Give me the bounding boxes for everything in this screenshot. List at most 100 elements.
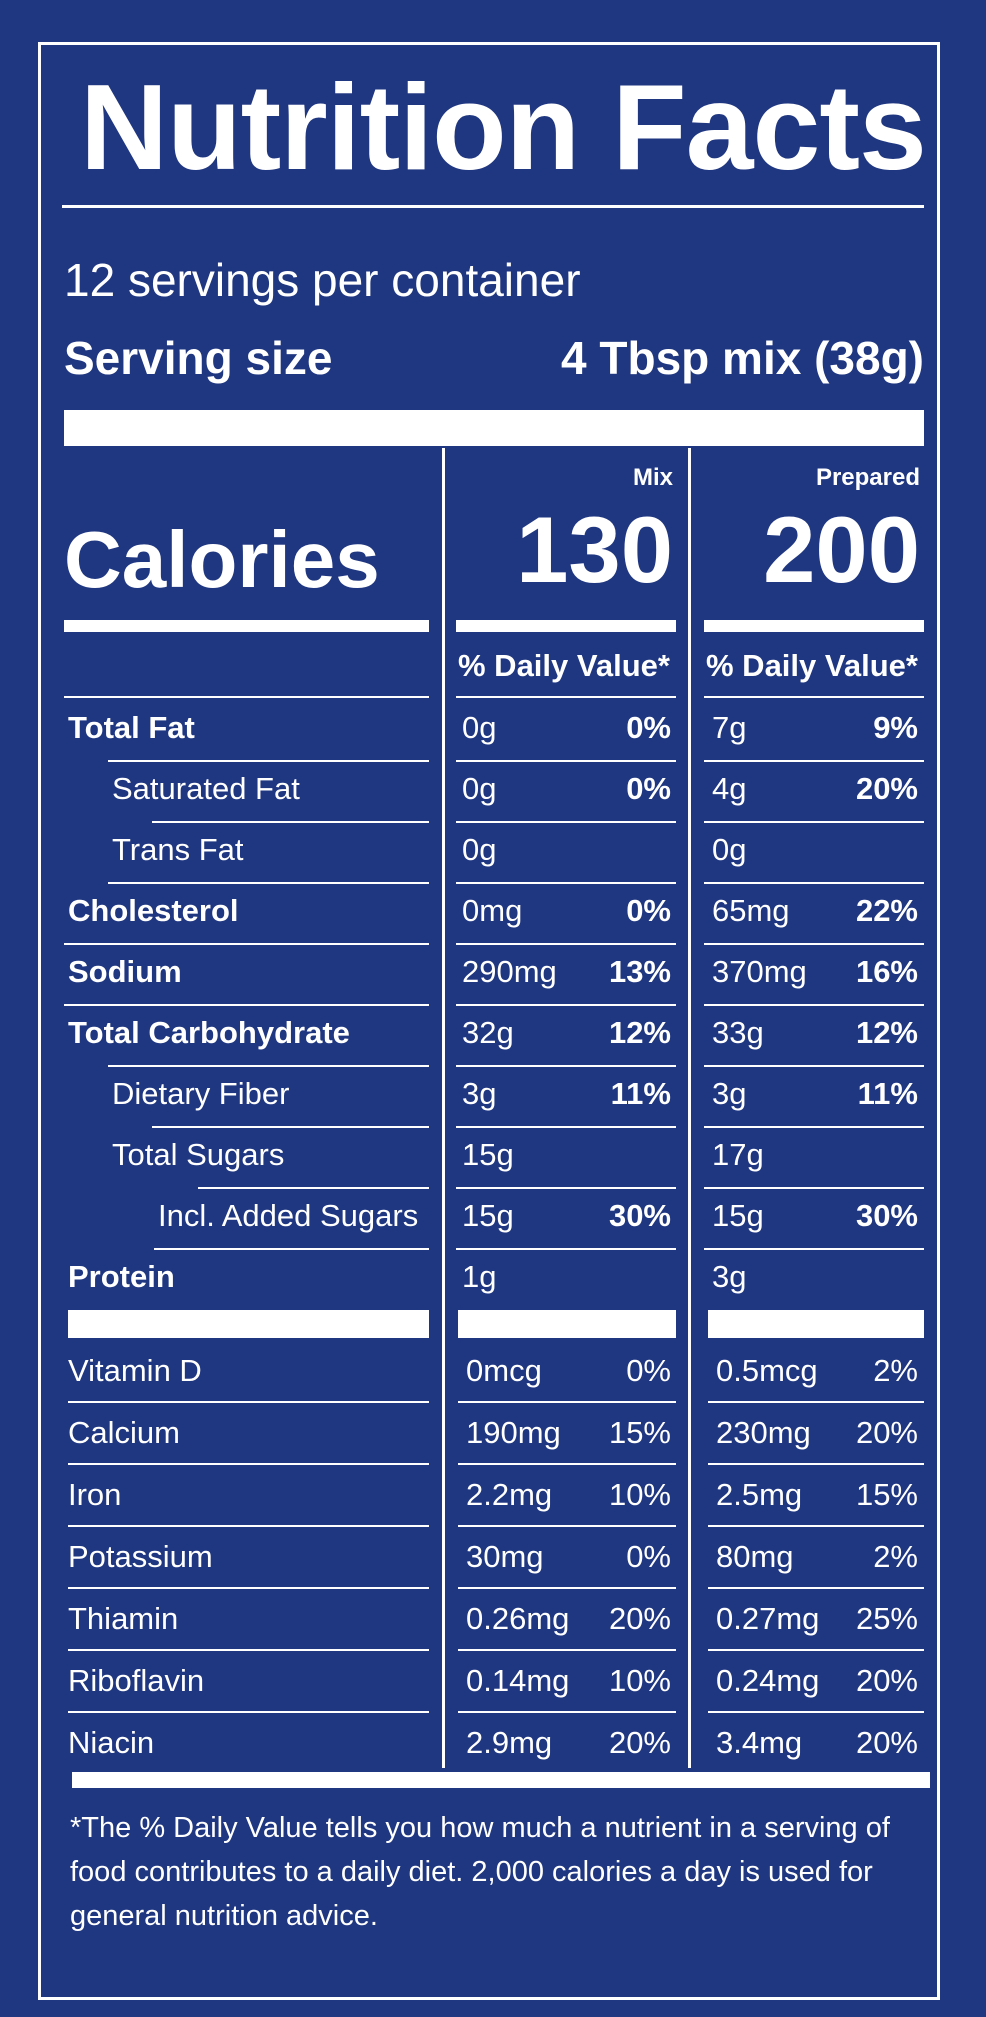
- row-divider: [108, 882, 429, 884]
- vitamin-prepared-percent: 20%: [855, 1725, 918, 1760]
- vitamin-mix-amount: 0mcg: [466, 1353, 542, 1388]
- row-divider: [456, 882, 676, 884]
- row-divider: [456, 1248, 676, 1250]
- nutrient-label: Protein: [68, 1259, 175, 1294]
- nutrient-label: Cholesterol: [68, 893, 239, 928]
- row-divider: [704, 1126, 924, 1128]
- nutrient-mix-amount: 15g: [462, 1137, 514, 1172]
- vitamin-mix-percent: 10%: [608, 1477, 671, 1512]
- nutrient-mix-amount: 1g: [462, 1259, 497, 1294]
- vitamin-mix-percent: 20%: [608, 1601, 671, 1636]
- servings-per-container: 12 servings per container: [64, 254, 581, 306]
- row-divider: [458, 1711, 676, 1713]
- vitamin-mix-percent: 10%: [608, 1663, 671, 1698]
- nutrient-prepared-amount: 3g: [712, 1076, 747, 1111]
- nutrient-mix-amount: 0g: [462, 771, 497, 806]
- row-divider: [198, 1187, 429, 1189]
- row-divider: [64, 696, 429, 698]
- row-divider: [64, 1004, 429, 1006]
- row-divider: [64, 943, 429, 945]
- vitamin-divider: [68, 1310, 429, 1338]
- row-divider: [456, 760, 676, 762]
- row-divider: [68, 1463, 429, 1465]
- daily-value-header-prepared: % Daily Value*: [706, 648, 918, 683]
- row-divider: [708, 1463, 924, 1465]
- vitamin-prepared-amount: 0.5mcg: [716, 1353, 818, 1388]
- thick-divider-bottom: [72, 1772, 930, 1788]
- row-divider: [456, 1065, 676, 1067]
- column-divider-prepared: [688, 448, 691, 1768]
- nutrient-mix-percent: 0%: [626, 893, 671, 928]
- vitamin-prepared-percent: 20%: [855, 1415, 918, 1450]
- vitamin-label: Vitamin D: [68, 1353, 202, 1388]
- nutrient-mix-percent: 0%: [626, 771, 671, 806]
- vitamin-label: Iron: [68, 1477, 122, 1512]
- row-divider: [456, 821, 676, 823]
- nutrient-prepared-percent: 16%: [855, 954, 918, 989]
- row-divider: [708, 1401, 924, 1403]
- row-divider: [704, 1248, 924, 1250]
- row-divider: [704, 943, 924, 945]
- column-header-mix: Mix: [632, 464, 673, 491]
- vitamin-prepared-amount: 0.24mg: [716, 1663, 820, 1698]
- nutrient-prepared-amount: 17g: [712, 1137, 764, 1172]
- vitamin-mix-amount: 2.2mg: [466, 1477, 553, 1512]
- nutrition-label-border: [38, 42, 940, 2000]
- nutrient-prepared-percent: 20%: [855, 771, 918, 806]
- daily-value-header-mix: % Daily Value*: [458, 648, 670, 683]
- calories-divider-mix: [456, 620, 676, 632]
- nutrient-prepared-amount: 3g: [712, 1259, 747, 1294]
- nutrient-mix-percent: 13%: [608, 954, 671, 989]
- row-divider: [704, 882, 924, 884]
- calories-prepared: 200: [763, 497, 920, 602]
- serving-size-label: Serving size: [64, 332, 333, 384]
- column-divider-mix: [442, 448, 445, 1768]
- vitamin-prepared-percent: 20%: [855, 1663, 918, 1698]
- nutrient-mix-amount: 32g: [462, 1015, 514, 1050]
- row-divider: [152, 821, 429, 823]
- row-divider: [456, 696, 676, 698]
- title-divider: [62, 205, 924, 208]
- row-divider: [708, 1525, 924, 1527]
- vitamin-label: Potassium: [68, 1539, 213, 1574]
- nutrient-prepared-amount: 7g: [712, 710, 747, 745]
- label-title: Nutrition Facts: [80, 59, 927, 195]
- nutrient-mix-amount: 0g: [462, 832, 497, 867]
- row-divider: [456, 1004, 676, 1006]
- row-divider: [458, 1401, 676, 1403]
- vitamin-divider: [708, 1310, 924, 1338]
- row-divider: [704, 1004, 924, 1006]
- row-divider: [108, 760, 429, 762]
- nutrient-prepared-amount: 33g: [712, 1015, 764, 1050]
- nutrient-prepared-amount: 0g: [712, 832, 747, 867]
- vitamin-prepared-percent: 15%: [855, 1477, 918, 1512]
- nutrient-label: Dietary Fiber: [112, 1076, 290, 1111]
- row-divider: [458, 1463, 676, 1465]
- row-divider: [704, 1187, 924, 1189]
- row-divider: [704, 760, 924, 762]
- vitamin-label: Niacin: [68, 1725, 155, 1760]
- row-divider: [708, 1587, 924, 1589]
- row-divider: [708, 1649, 924, 1651]
- nutrient-label: Saturated Fat: [112, 771, 300, 806]
- row-divider: [68, 1587, 429, 1589]
- row-divider: [154, 1248, 429, 1250]
- vitamin-prepared-percent: 25%: [855, 1601, 918, 1636]
- nutrient-prepared-amount: 65mg: [712, 893, 790, 928]
- column-header-prepared: Prepared: [815, 464, 920, 491]
- vitamin-mix-percent: 0%: [626, 1353, 671, 1388]
- vitamin-prepared-amount: 2.5mg: [716, 1477, 803, 1512]
- nutrient-mix-amount: 3g: [462, 1076, 497, 1111]
- row-divider: [152, 1126, 429, 1128]
- nutrient-prepared-amount: 15g: [712, 1198, 764, 1233]
- vitamin-mix-amount: 30mg: [466, 1539, 544, 1574]
- row-divider: [68, 1649, 429, 1651]
- nutrient-label: Sodium: [68, 954, 182, 989]
- nutrient-mix-percent: 12%: [608, 1015, 671, 1050]
- vitamin-mix-amount: 190mg: [466, 1415, 561, 1450]
- row-divider: [456, 943, 676, 945]
- nutrient-mix-amount: 290mg: [462, 954, 557, 989]
- row-divider: [68, 1401, 429, 1403]
- vitamin-mix-percent: 0%: [626, 1539, 671, 1574]
- vitamin-divider: [458, 1310, 676, 1338]
